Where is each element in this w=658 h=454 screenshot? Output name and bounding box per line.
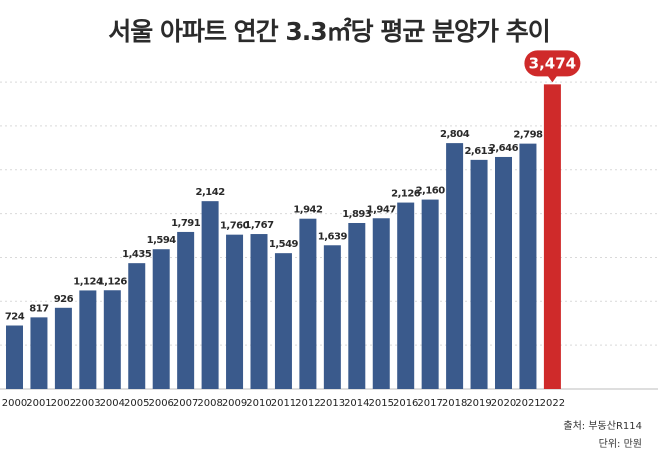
x-tick-label: 2010 [246,398,271,409]
highlight-callout [524,50,581,77]
data-label: 1,947 [367,204,397,215]
bar [519,143,537,389]
x-tick-label: 2015 [369,398,394,409]
x-tick-label: 2002 [51,398,76,409]
bar [543,84,561,389]
x-tick-label: 2013 [320,398,345,409]
data-label: 1,124 [73,276,103,287]
bar [54,307,72,389]
data-label: 1,435 [122,249,152,260]
x-tick-label: 2004 [100,398,125,409]
data-label: 2,804 [440,129,470,140]
data-label: 1,893 [342,209,372,220]
bar [128,263,146,389]
data-label: 2,613 [464,146,494,157]
bar [103,290,121,389]
bar [152,249,170,389]
data-label: 817 [29,303,49,314]
highlight-callout-pointer [547,75,558,83]
x-tick-label: 2005 [124,398,149,409]
bar [299,218,317,389]
x-tick-label: 2011 [271,398,296,409]
data-label: 1,639 [318,231,348,242]
x-tick-label: 2016 [393,398,418,409]
data-label: 1,760 [220,221,250,232]
bar [348,222,366,389]
data-label: 1,549 [269,239,299,250]
bar [470,159,488,389]
data-label: 1,767 [244,220,274,231]
data-label: 1,594 [147,235,177,246]
bar [323,245,341,389]
x-tick-label: 2020 [491,398,516,409]
data-label: 1,791 [171,218,201,229]
data-label: 2,160 [416,186,446,197]
x-tick-label: 2018 [442,398,467,409]
x-tick-label: 2019 [466,398,491,409]
x-tick-label: 2022 [540,398,565,409]
bar [30,317,48,389]
data-label: 1,126 [98,276,128,287]
x-tick-label: 2012 [295,398,320,409]
data-label: 2,142 [196,187,226,198]
data-label: 2,126 [391,189,421,200]
bar [274,253,292,389]
data-label: 3,474 [529,54,576,72]
bar [6,325,23,389]
unit-note: 단위: 만원 [598,439,642,450]
x-tick-label: 2009 [222,398,247,409]
bar [421,199,439,389]
chart-title: 서울 아파트 연간 3.3㎡당 평균 분양가 추이 [108,17,551,46]
bar [226,234,244,389]
x-tick-label: 2003 [75,398,100,409]
data-label: 1,942 [293,205,323,216]
x-tick-label: 2021 [515,398,540,409]
bar [201,201,219,389]
source-note: 출처: 부동산R114 [563,421,642,432]
bar [250,234,268,389]
data-label: 926 [54,294,74,305]
bar [397,202,415,389]
data-label: 724 [5,312,25,323]
bar [495,156,512,389]
x-tick-label: 2000 [2,398,27,409]
x-tick-label: 2017 [417,398,442,409]
bar [446,143,464,389]
data-label: 2,646 [489,143,519,154]
x-tick-label: 2007 [173,398,198,409]
x-tick-label: 2008 [197,398,222,409]
x-tick-label: 2014 [344,398,369,409]
bar [177,231,195,389]
data-label: 2,798 [513,130,543,141]
bar [372,218,390,389]
x-tick-label: 2006 [148,398,173,409]
x-tick-label: 2001 [26,398,51,409]
bar [79,290,97,389]
